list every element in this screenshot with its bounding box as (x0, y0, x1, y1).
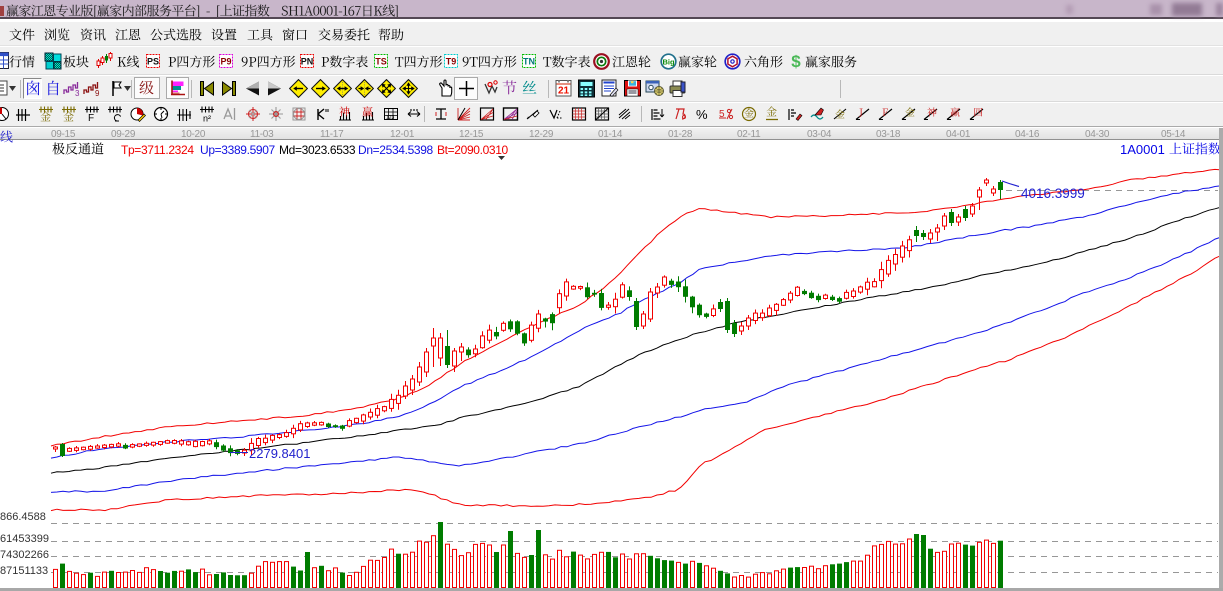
svg-text:9: 9 (95, 89, 100, 98)
svg-text:3: 3 (75, 89, 80, 98)
svg-text:n²: n² (203, 114, 211, 124)
svg-text:5: 5 (719, 109, 725, 120)
svg-text:21: 21 (558, 86, 570, 97)
svg-text:Big: Big (662, 57, 675, 66)
svg-text:T9: T9 (446, 57, 457, 67)
svg-text:F: F (88, 113, 94, 123)
svg-text:TN: TN (523, 57, 535, 67)
svg-text:P9: P9 (220, 57, 231, 67)
svg-text:%: % (696, 107, 708, 122)
svg-text:4016.3999: 4016.3999 (1021, 186, 1085, 201)
svg-text:$: $ (791, 52, 801, 70)
svg-text:PN: PN (301, 57, 314, 67)
svg-text:PS: PS (147, 57, 159, 67)
svg-text:TS: TS (375, 57, 387, 67)
svg-text:123: 123 (386, 115, 395, 121)
svg-text:2279.8401: 2279.8401 (249, 446, 310, 461)
